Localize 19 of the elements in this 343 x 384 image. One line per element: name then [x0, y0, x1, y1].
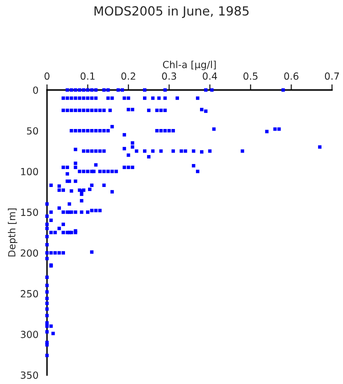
y-tick-label: 200 [20, 249, 38, 257]
y-tick-label: 250 [20, 290, 38, 298]
y-tick-label: 100 [21, 168, 38, 176]
y-axis-title: Depth [m] [8, 208, 18, 256]
x-tick-label: 0.7 [324, 72, 339, 80]
x-tick-label: 0 [44, 72, 50, 80]
x-tick-label: 0.4 [202, 72, 218, 80]
y-tick-label: 300 [20, 330, 38, 338]
y-tick-label: 0 [33, 86, 38, 94]
y-tick-label: 150 [21, 208, 38, 216]
y-tick-label: 350 [20, 371, 38, 379]
y-tick-label: 50 [27, 127, 38, 135]
x-tick-label: 0.3 [162, 72, 176, 80]
x-tick-label: 0.1 [80, 72, 95, 80]
x-tick-label: 0.6 [284, 72, 298, 80]
x-axis-title: Chl-a [µg/l] [162, 60, 216, 70]
chart-title: MODS2005 in June, 1985 [94, 6, 249, 18]
x-tick-label: 0.5 [243, 72, 258, 80]
x-tick-label: 0.2 [121, 72, 136, 80]
